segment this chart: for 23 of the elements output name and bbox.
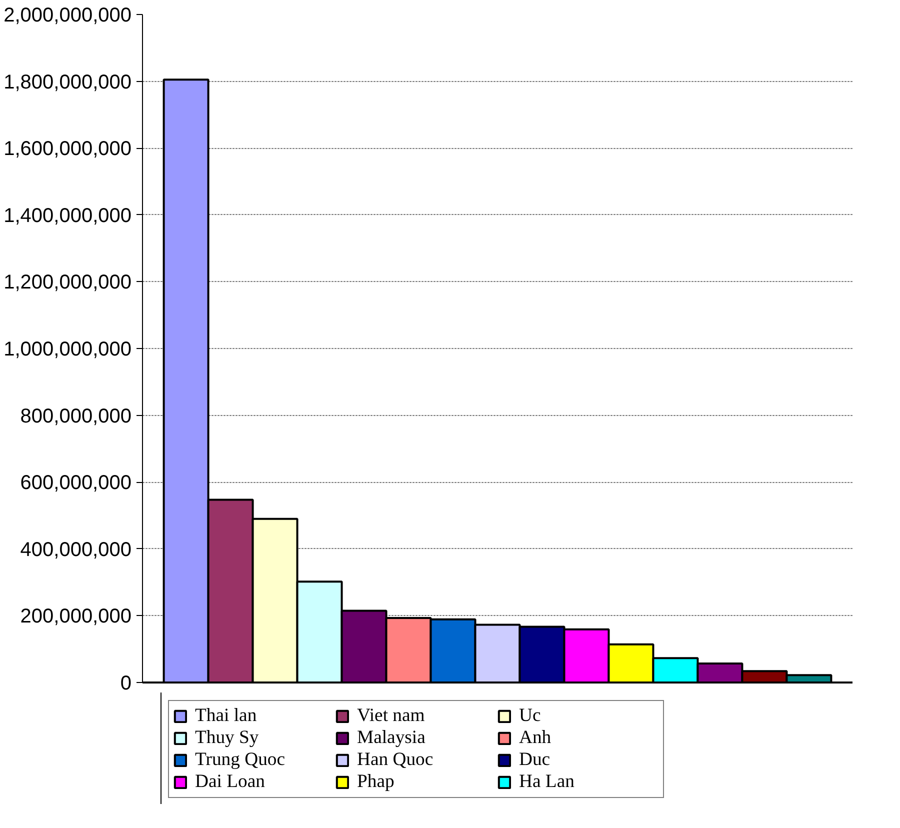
y-tick-label: 1,400,000,000 (4, 204, 132, 227)
y-tick-label: 400,000,000 (20, 538, 132, 561)
legend-label: Malaysia (357, 727, 426, 749)
legend-label: Anh (519, 727, 552, 749)
y-tick-label: 200,000,000 (20, 606, 132, 628)
legend-label: Thai lan (195, 705, 258, 727)
y-tick-label: 1,000,000,000 (4, 338, 132, 360)
y-tick-label: 1,200,000,000 (4, 272, 132, 294)
y-tick-label: 1,600,000,000 (4, 138, 132, 160)
legend-label: Uc (519, 705, 542, 727)
legend-label: Thuy Sy (195, 727, 260, 749)
y-tick-label: 2,000,000,000 (4, 4, 132, 26)
legend-label: Viet nam (357, 705, 426, 727)
y-tick-label: 600,000,000 (20, 472, 132, 494)
legend-label: Han Quoc (357, 749, 434, 771)
legend-label: Dai Loan (195, 771, 266, 793)
y-tick-label: 0 (120, 672, 132, 694)
legend-label: Trung Quoc (195, 749, 286, 771)
y-tick-label: 1,800,000,000 (4, 71, 132, 94)
legend-label: Ha Lan (519, 771, 576, 793)
legend-label: Duc (519, 749, 552, 771)
legend-label: Phap (357, 771, 396, 793)
y-tick-label: 800,000,000 (20, 405, 132, 428)
